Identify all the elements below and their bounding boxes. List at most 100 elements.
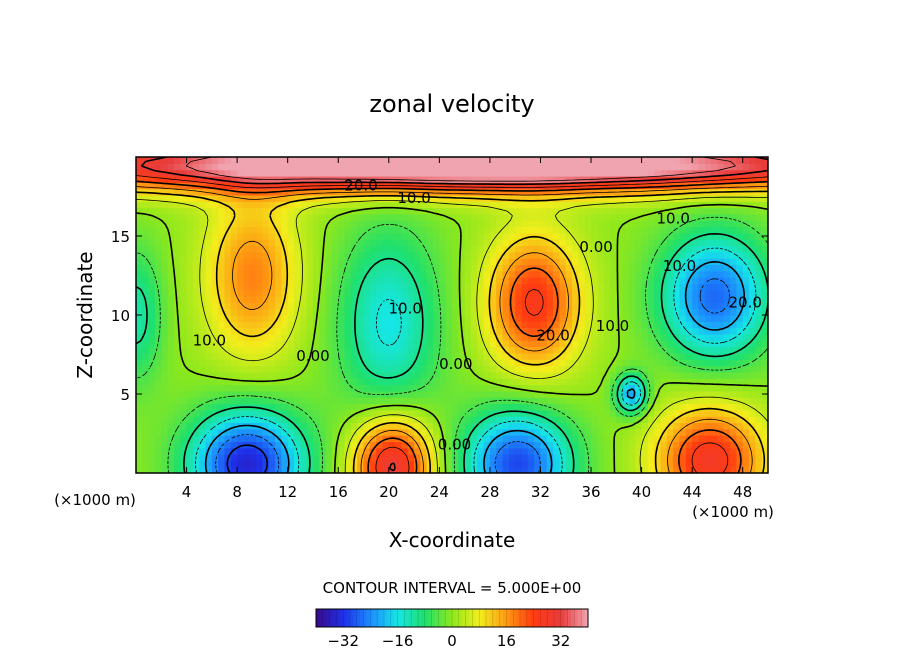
field-cell (527, 340, 535, 348)
field-cell (319, 264, 327, 272)
field-cell (641, 340, 649, 348)
field-cell (635, 169, 643, 177)
field-cell (230, 188, 238, 196)
field-cell (660, 333, 668, 341)
field-cell (559, 466, 567, 473)
field-cell (331, 365, 339, 373)
field-cell (186, 428, 194, 436)
field-cell (458, 435, 466, 442)
field-cell (723, 321, 731, 329)
field-cell (395, 163, 403, 171)
field-cell (452, 226, 459, 234)
field-cell (414, 251, 421, 259)
field-cell (521, 220, 529, 228)
field-cell (521, 175, 529, 183)
field-cell (464, 258, 472, 266)
field-cell (376, 289, 384, 297)
field-cell (401, 454, 409, 461)
field-cell (420, 422, 428, 430)
field-cell (148, 182, 156, 190)
field-cell (761, 416, 768, 424)
field-cell (256, 460, 263, 468)
field-cell (331, 245, 339, 253)
field-cell (180, 226, 188, 234)
field-cell (294, 397, 301, 405)
field-cell (306, 245, 314, 253)
field-cell (388, 422, 396, 430)
field-cell (749, 296, 756, 303)
field-cell (635, 390, 643, 398)
field-cell (433, 435, 440, 442)
field-cell (439, 371, 447, 379)
field-cell (142, 403, 150, 411)
field-cell (749, 416, 756, 424)
field-cell (344, 239, 352, 247)
field-cell (161, 201, 169, 209)
field-cell (363, 390, 371, 398)
field-cell (742, 308, 750, 316)
field-cell (218, 390, 226, 398)
field-cell (508, 163, 516, 171)
field-cell (136, 258, 143, 266)
field-cell (698, 403, 706, 411)
field-cell (294, 352, 301, 360)
field-cell (553, 258, 561, 266)
field-cell (300, 403, 308, 411)
field-cell (256, 365, 263, 373)
field-cell (559, 435, 567, 442)
field-cell (211, 416, 219, 424)
field-cell (647, 258, 655, 266)
field-cell (388, 283, 396, 291)
field-cell (717, 232, 725, 240)
field-cell (281, 194, 289, 202)
field-cell (749, 258, 756, 266)
field-cell (698, 340, 706, 348)
field-cell (420, 416, 428, 424)
field-cell (407, 283, 415, 291)
field-cell (192, 447, 200, 455)
field-cell (553, 384, 561, 392)
field-cell (319, 296, 327, 303)
field-cell (622, 390, 630, 398)
field-cell (654, 416, 662, 424)
field-cell (464, 289, 472, 297)
field-cell (376, 194, 384, 202)
field-cell (312, 169, 320, 177)
field-cell (723, 315, 731, 322)
field-cell (622, 201, 630, 209)
field-cell (464, 315, 472, 322)
field-cell (344, 454, 352, 461)
field-cell (218, 447, 226, 455)
field-cell (597, 384, 605, 392)
field-cell (420, 289, 428, 297)
field-cell (553, 169, 561, 177)
field-cell (161, 378, 169, 386)
field-cell (376, 435, 384, 442)
field-cell (142, 333, 150, 341)
field-cell (363, 371, 371, 379)
field-cell (161, 245, 169, 253)
field-cell (521, 157, 529, 164)
field-cell (464, 283, 472, 291)
field-cell (154, 277, 162, 284)
field-cell (401, 403, 409, 411)
field-cell (666, 245, 674, 253)
field-cell (458, 428, 466, 436)
field-cell (515, 264, 523, 272)
field-cell (508, 201, 516, 209)
field-cell (357, 346, 365, 354)
field-cell (249, 466, 257, 473)
field-cell (407, 157, 415, 164)
field-cell (338, 441, 346, 449)
field-cell (376, 409, 384, 417)
field-cell (553, 239, 561, 247)
field-cell (192, 283, 200, 291)
field-cell (306, 270, 314, 278)
field-cell (237, 384, 245, 392)
field-cell (616, 340, 624, 348)
field-cell (218, 157, 226, 164)
field-cell (717, 397, 725, 405)
field-cell (742, 352, 750, 360)
field-cell (294, 460, 301, 468)
field-cell (262, 207, 270, 215)
